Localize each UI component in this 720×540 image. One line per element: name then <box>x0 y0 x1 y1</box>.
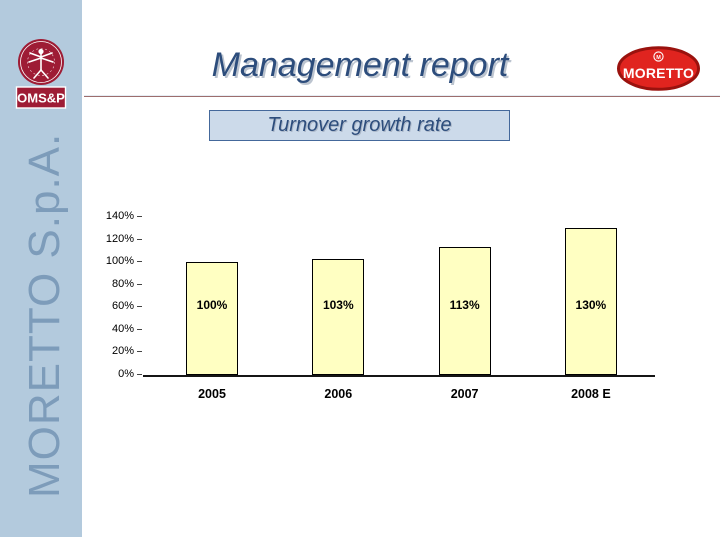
omsp-logo-label: OMS&P <box>17 91 65 106</box>
plot-area: 100% 103% 113% 130% <box>137 216 655 377</box>
y-axis-tick <box>137 238 142 240</box>
bar-value-label: 113% <box>449 298 480 312</box>
moretto-logo-label: MORETTO <box>623 65 694 81</box>
y-axis-tick <box>137 374 142 375</box>
y-axis-tick-label: 0% <box>118 368 134 380</box>
y-axis-tick-label: 120% <box>105 232 134 245</box>
omsp-logo-icon: OMS&P <box>15 39 67 109</box>
y-axis-tick-label: 140% <box>105 210 134 222</box>
x-axis-label: 2006 <box>324 387 353 401</box>
y-axis-labels: 0% 20% 40% 60% 80% 100% 120% 140% <box>96 210 138 380</box>
y-axis-tick-label: 40% <box>111 322 134 335</box>
page-title: Management report <box>211 46 509 84</box>
y-axis-tick <box>137 283 142 285</box>
title-divider <box>84 95 720 97</box>
y-axis-tick-label: 60% <box>111 300 134 313</box>
y-axis-tick-label: 100% <box>105 255 134 268</box>
y-axis-tick <box>137 261 142 263</box>
vitruvian-man-icon <box>28 48 54 79</box>
x-axis-label: 2005 <box>198 387 226 401</box>
bar-value-label: 130% <box>575 298 607 312</box>
x-axis-label: 2008 E <box>571 387 611 401</box>
bar-value-label: 103% <box>322 298 354 312</box>
y-axis-tick <box>137 351 142 353</box>
bar-2007: 113% <box>438 247 491 375</box>
chart-title-box: Turnover growth rate <box>209 110 510 141</box>
y-axis-tick-label: 80% <box>111 277 134 290</box>
bar-2006: 103% <box>312 258 365 375</box>
moretto-logo-icon: M MORETTO <box>617 46 700 91</box>
x-axis-label: 2007 <box>450 387 479 401</box>
y-axis-tick <box>137 306 142 308</box>
bar-2008-e: 130% <box>564 228 617 375</box>
moretto-logo-emblem: M <box>656 55 661 61</box>
y-axis-tick <box>137 328 142 330</box>
y-axis-tick <box>137 216 142 217</box>
y-axis-tick-label: 20% <box>111 345 134 358</box>
bar-2005: 100% <box>186 262 238 375</box>
turnover-growth-chart: 0% 20% 40% 60% 80% 100% 120% 140% 100% 103% 113% 1… <box>96 205 661 410</box>
x-axis-labels: 2005 2006 2007 2008 E <box>143 387 655 407</box>
sidebar-company-name: MORETTO S.p.A. <box>20 132 69 498</box>
bar-value-label: 100% <box>196 298 228 312</box>
